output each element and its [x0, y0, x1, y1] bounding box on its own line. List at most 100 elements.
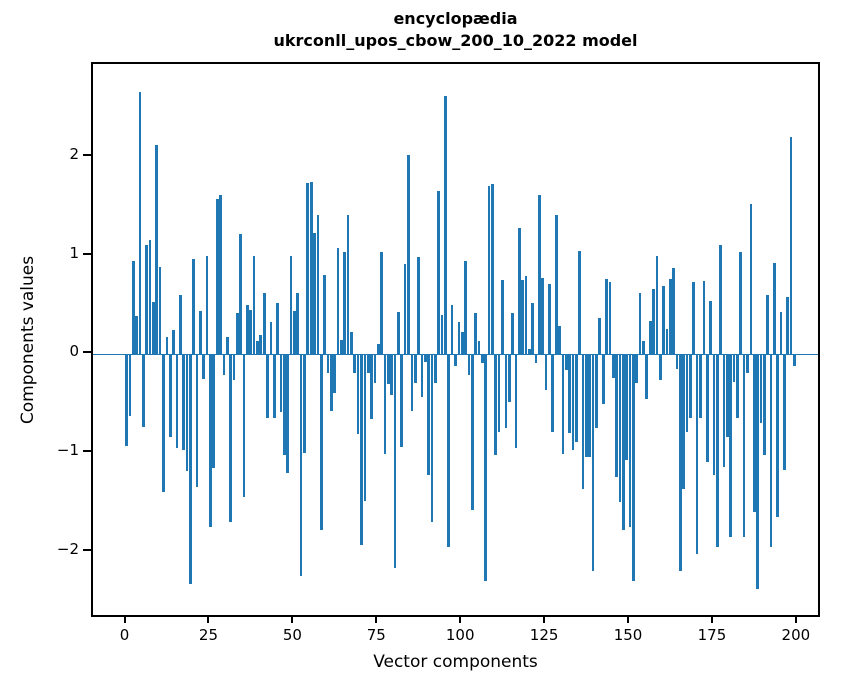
- bar: [222, 354, 226, 376]
- bar: [366, 354, 370, 374]
- bar: [279, 354, 283, 412]
- x-tick-label: 150: [613, 626, 643, 644]
- bar: [440, 314, 444, 355]
- bar: [390, 354, 394, 395]
- bar: [588, 354, 592, 457]
- bar: [531, 302, 535, 355]
- bar: [672, 268, 675, 355]
- bar: [776, 354, 780, 518]
- bar: [397, 311, 400, 355]
- x-tick-label: 0: [119, 626, 130, 644]
- bar: [353, 354, 357, 374]
- bar: [417, 256, 420, 355]
- y-tick-mark: [83, 252, 91, 255]
- chart-title-line1: encyclopædia: [393, 9, 518, 28]
- bar: [403, 264, 407, 355]
- bar: [789, 137, 793, 355]
- bar: [188, 354, 192, 585]
- bar: [165, 336, 169, 355]
- bar: [393, 354, 397, 568]
- bar: [376, 344, 380, 355]
- bar: [131, 261, 135, 355]
- bar: [282, 354, 286, 456]
- bar: [621, 354, 625, 531]
- bar: [400, 354, 404, 448]
- bar: [571, 354, 575, 451]
- bar: [346, 215, 350, 355]
- bar: [558, 325, 561, 355]
- bar: [611, 354, 615, 378]
- bar: [548, 284, 551, 355]
- bar: [719, 244, 722, 355]
- bar: [326, 354, 330, 374]
- bar: [514, 354, 518, 449]
- bar: [487, 186, 491, 355]
- bar: [507, 354, 511, 402]
- bar: [511, 312, 514, 355]
- bar: [605, 279, 608, 355]
- bar: [709, 300, 712, 355]
- x-tick-label: 200: [781, 626, 811, 644]
- bar: [356, 354, 360, 435]
- bar: [138, 91, 142, 355]
- bar: [675, 354, 679, 370]
- bar: [225, 336, 229, 355]
- bar: [524, 276, 528, 355]
- bar: [162, 354, 165, 492]
- bar: [454, 354, 457, 367]
- y-tick-mark: [83, 153, 91, 156]
- bar: [477, 341, 481, 355]
- chart-title: encyclopædia ukrconll_upos_cbow_200_10_2…: [91, 8, 820, 52]
- bar: [329, 354, 333, 411]
- bar: [715, 354, 719, 547]
- bar: [534, 354, 538, 364]
- bar: [528, 349, 531, 355]
- bar: [692, 282, 696, 355]
- bar: [742, 354, 746, 537]
- bar: [444, 95, 447, 355]
- bar: [152, 301, 155, 355]
- bar: [642, 341, 645, 355]
- bar: [598, 317, 602, 355]
- bar: [632, 354, 635, 582]
- bar: [585, 354, 588, 457]
- bar: [645, 354, 649, 399]
- bar: [168, 354, 172, 438]
- bar: [470, 354, 474, 511]
- bar: [340, 339, 343, 355]
- x-tick-mark: [207, 615, 210, 623]
- bar: [370, 354, 373, 420]
- x-tick-mark: [375, 615, 378, 623]
- bar: [756, 354, 759, 590]
- bar: [232, 354, 236, 380]
- bar: [554, 215, 558, 355]
- bar: [722, 354, 726, 467]
- bar: [635, 354, 639, 383]
- bar: [182, 354, 185, 451]
- bar: [618, 354, 622, 503]
- bar: [793, 354, 796, 367]
- bar: [726, 354, 729, 438]
- bar: [299, 354, 303, 577]
- bar: [497, 354, 501, 433]
- bar: [581, 354, 585, 489]
- bar: [276, 302, 279, 355]
- bar: [323, 275, 326, 355]
- bar: [705, 354, 709, 462]
- bar: [360, 354, 363, 545]
- x-tick-label: 125: [529, 626, 559, 644]
- bar: [434, 354, 437, 383]
- x-axis-label: Vector components: [373, 652, 538, 672]
- bar: [668, 279, 672, 355]
- bar: [259, 334, 263, 355]
- bar: [195, 354, 199, 487]
- bar: [561, 354, 565, 455]
- bar: [665, 328, 669, 355]
- bar: [410, 354, 414, 411]
- bar: [491, 184, 494, 355]
- bar: [739, 251, 743, 355]
- bar: [215, 199, 219, 355]
- bar: [148, 239, 152, 355]
- y-tick-label: −1: [56, 441, 79, 460]
